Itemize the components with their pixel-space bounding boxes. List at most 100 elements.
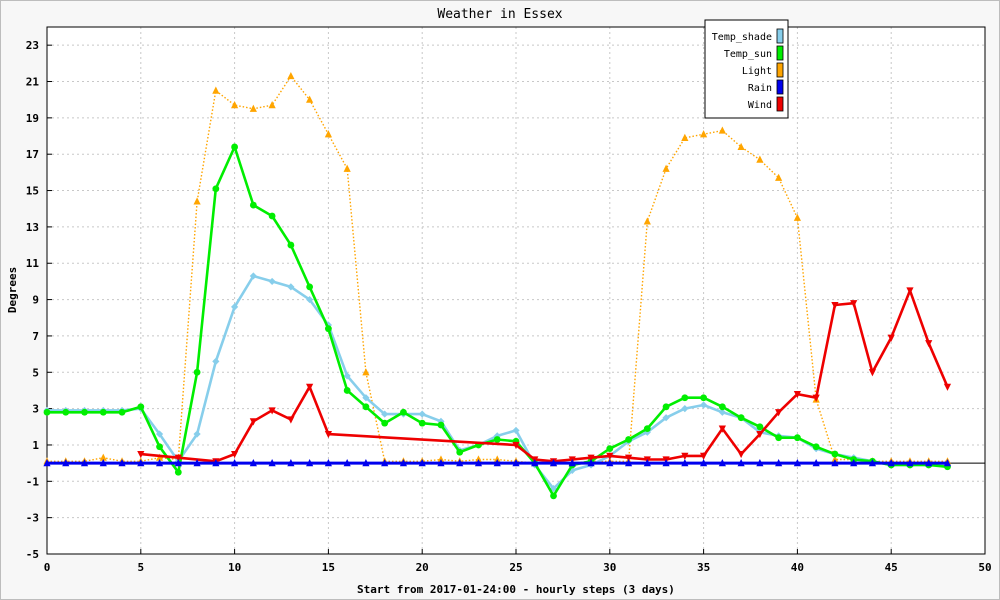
data-point-temp-sun	[249, 201, 257, 209]
data-point-wind	[700, 452, 708, 460]
data-point-light	[643, 217, 651, 225]
data-point-light	[437, 455, 445, 463]
data-point-rain	[62, 459, 70, 467]
legend-swatch	[776, 45, 784, 61]
legend-label: Rain	[748, 83, 772, 94]
data-point-light	[324, 130, 332, 138]
data-point-temp-sun	[550, 492, 557, 500]
data-point-rain	[531, 459, 539, 467]
data-point-temp-sun	[681, 394, 689, 402]
data-point-rain	[231, 459, 239, 467]
data-point-wind	[756, 430, 764, 439]
y-tick-label: 1	[32, 439, 39, 452]
legend-label: Temp_shade	[712, 32, 772, 43]
data-point-rain	[212, 459, 220, 467]
data-point-rain	[418, 459, 426, 467]
data-point-temp-sun	[81, 408, 88, 416]
y-axis-label: Degrees	[6, 267, 19, 313]
data-point-wind	[512, 441, 520, 450]
data-point-wind	[850, 300, 858, 308]
data-point-rain	[662, 459, 670, 467]
data-point-light	[249, 104, 257, 112]
data-point-wind	[925, 340, 933, 348]
data-point-wind	[249, 418, 257, 426]
data-point-temp-sun	[193, 368, 201, 376]
x-tick-label: 35	[697, 561, 710, 574]
data-point-rain	[249, 459, 257, 467]
data-point-wind	[943, 383, 952, 391]
data-point-rain	[118, 459, 126, 467]
y-tick-label: 21	[26, 76, 40, 89]
data-point-temp-sun	[156, 443, 163, 451]
data-point-rain	[193, 459, 201, 467]
legend-swatch	[776, 79, 784, 95]
data-point-temp-sun	[493, 436, 501, 443]
data-point-light	[268, 101, 276, 109]
data-point-rain	[437, 459, 445, 467]
data-point-temp-shade	[718, 408, 726, 416]
data-point-temp-shade	[643, 428, 651, 436]
data-point-rain	[474, 459, 483, 467]
data-point-rain	[775, 459, 783, 467]
data-point-temp-sun	[400, 408, 407, 416]
data-point-wind	[718, 425, 726, 433]
data-point-temp-sun	[43, 408, 51, 416]
data-point-temp-shade	[249, 272, 257, 280]
data-point-temp-sun	[718, 403, 726, 411]
data-point-wind	[868, 369, 877, 377]
data-point-rain	[925, 459, 933, 467]
data-point-rain	[549, 459, 558, 467]
y-tick-label: 11	[26, 257, 40, 270]
y-tick-label: -5	[26, 548, 39, 561]
x-tick-label: 0	[44, 561, 51, 574]
data-point-light	[793, 213, 801, 221]
data-point-light	[775, 173, 783, 181]
data-point-wind	[174, 454, 182, 462]
data-point-temp-shade	[681, 405, 689, 413]
data-point-rain	[793, 459, 801, 467]
data-point-light	[287, 71, 295, 80]
data-point-light	[737, 142, 745, 151]
plot-area	[47, 27, 985, 554]
data-point-light	[474, 455, 483, 463]
data-point-rain	[399, 459, 408, 467]
data-point-light	[662, 164, 670, 172]
data-point-temp-sun	[137, 403, 145, 411]
data-point-wind	[624, 454, 633, 462]
series-rain	[43, 459, 952, 467]
data-point-temp-sun	[62, 408, 70, 416]
data-point-temp-shade	[287, 283, 295, 291]
data-point-rain	[43, 459, 51, 467]
data-point-light	[362, 368, 370, 376]
data-point-wind	[831, 301, 839, 310]
data-point-rain	[80, 459, 89, 467]
data-point-rain	[718, 459, 726, 467]
data-point-rain	[99, 459, 107, 467]
series-group	[43, 71, 952, 500]
data-point-wind	[793, 390, 801, 399]
legend: Temp_shade Temp_sun Light Rain Wind	[704, 19, 789, 119]
y-tick-label: 19	[26, 112, 39, 125]
data-point-light	[493, 455, 501, 463]
x-tick-label: 5	[137, 561, 144, 574]
data-point-rain	[512, 459, 520, 467]
data-point-temp-shade	[362, 394, 370, 402]
data-point-temp-shade	[231, 303, 239, 311]
data-point-rain	[493, 459, 501, 467]
data-point-temp-sun	[700, 394, 707, 402]
x-tick-label: 40	[791, 561, 804, 574]
legend-label: Temp_sun	[724, 49, 772, 60]
data-point-light	[343, 164, 351, 172]
data-point-temp-sun	[287, 241, 295, 249]
data-point-temp-sun	[343, 387, 351, 394]
data-point-rain	[324, 459, 332, 467]
data-point-temp-sun	[662, 403, 670, 411]
data-point-rain	[906, 459, 914, 467]
data-point-temp-sun	[99, 408, 107, 416]
data-point-temp-sun	[268, 212, 276, 220]
data-point-temp-sun	[643, 425, 651, 433]
data-point-temp-shade	[493, 432, 501, 440]
legend-label: Light	[742, 66, 772, 77]
data-point-rain	[756, 459, 764, 467]
